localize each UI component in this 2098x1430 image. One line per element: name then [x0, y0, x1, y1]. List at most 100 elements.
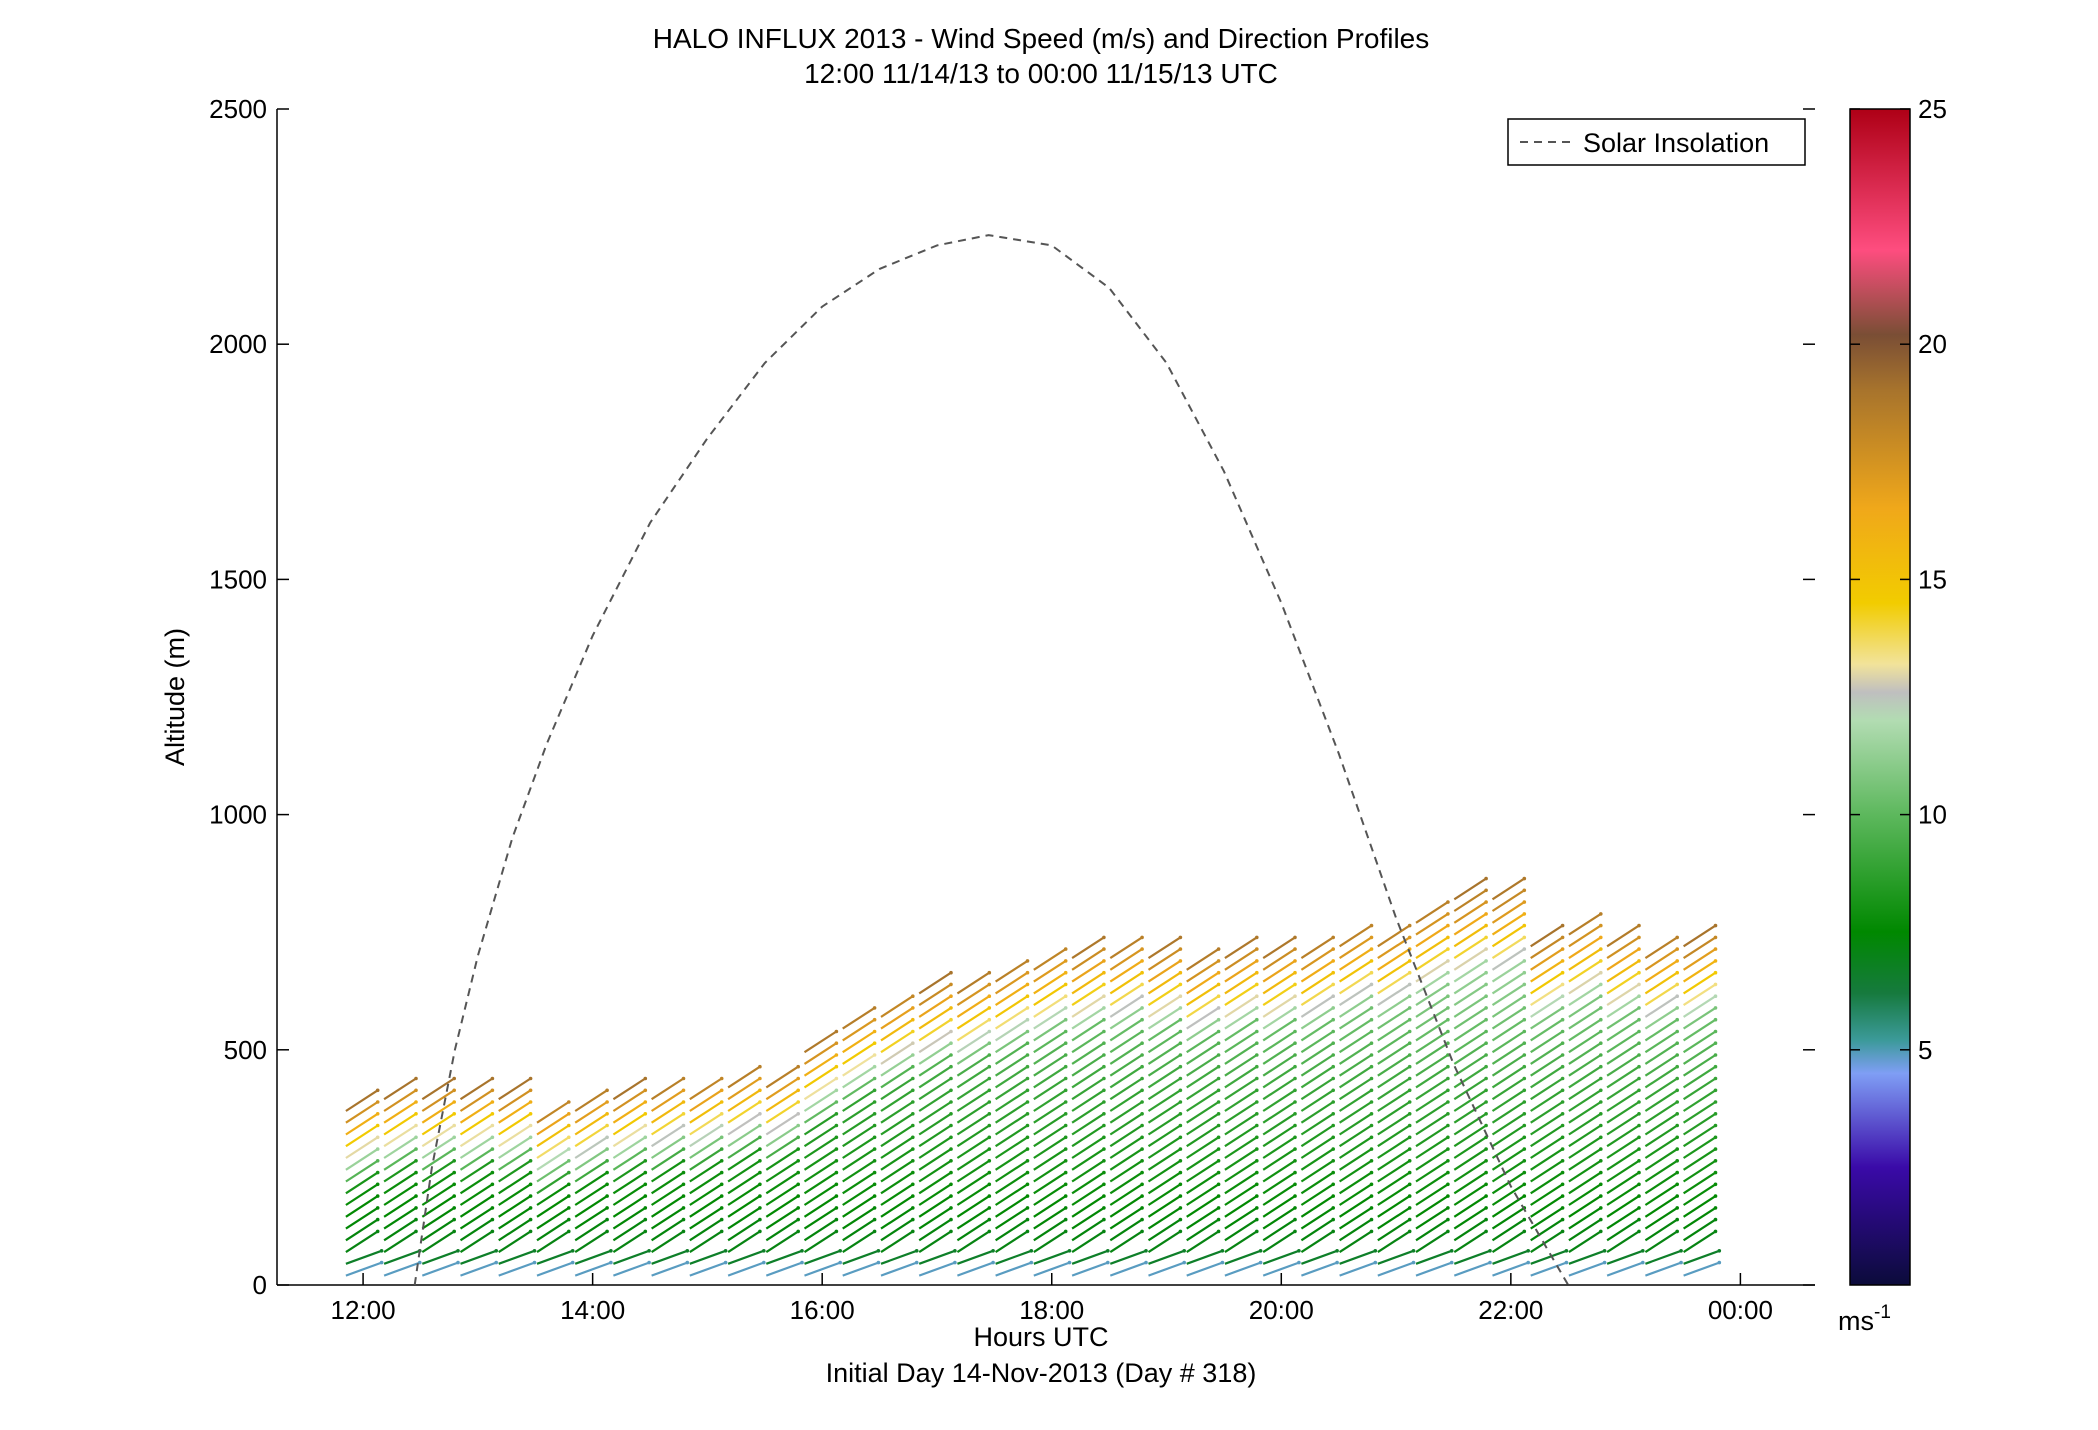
wind-barb-head — [1560, 1041, 1565, 1045]
wind-barb — [1377, 1171, 1411, 1195]
wind-barb — [995, 1249, 1032, 1265]
wind-barb — [1491, 1089, 1525, 1112]
wind-barb — [1568, 1030, 1602, 1054]
wind-barb-head — [375, 1182, 380, 1187]
wind-barb — [1147, 1195, 1181, 1218]
wind-barb — [1300, 1230, 1334, 1254]
wind-barb-head — [1449, 1249, 1454, 1253]
wind-barb — [1300, 1218, 1334, 1242]
wind-barb — [918, 1206, 952, 1230]
wind-barb-head — [1178, 994, 1183, 998]
wind-barb-head — [1484, 1147, 1488, 1151]
wind-barb — [1606, 1195, 1640, 1218]
wind-barb-head — [758, 1112, 762, 1116]
wind-barb — [880, 1101, 914, 1124]
wind-barb-head — [1560, 923, 1565, 928]
wind-barb — [1147, 1101, 1181, 1124]
wind-barb — [765, 1195, 799, 1218]
wind-barb — [1300, 1148, 1334, 1171]
wind-barb — [956, 1136, 990, 1159]
wind-barb — [689, 1261, 726, 1277]
wind-barb — [803, 1183, 837, 1206]
wind-barb — [1147, 1042, 1181, 1065]
wind-barb — [383, 1249, 421, 1265]
wind-barb-head — [838, 1249, 842, 1253]
wind-barb — [1683, 1159, 1717, 1183]
wind-barb — [1262, 1218, 1296, 1242]
wind-barb — [1071, 1054, 1105, 1077]
wind-barb — [1377, 1101, 1411, 1124]
wind-barb — [459, 1171, 493, 1195]
wind-barb-head — [1717, 1260, 1722, 1265]
wind-barb-head — [1293, 935, 1297, 940]
wind-barb — [1530, 1042, 1564, 1065]
wind-barb — [1568, 1018, 1602, 1042]
wind-barb — [918, 983, 952, 1007]
wind-barb — [498, 1206, 532, 1230]
wind-barb-head — [375, 1206, 380, 1210]
wind-barb-head — [1713, 923, 1718, 928]
wind-barb-head — [987, 1100, 992, 1104]
wind-barb-head — [1637, 1088, 1641, 1093]
wind-barb — [1415, 1206, 1449, 1230]
wind-barb — [1033, 1054, 1067, 1077]
wind-barb-head — [949, 1076, 953, 1081]
wind-barb-head — [1025, 1076, 1030, 1081]
wind-barb — [1491, 877, 1525, 901]
wind-barb-head — [1713, 1229, 1718, 1234]
wind-barb-head — [1484, 1159, 1488, 1163]
wind-barb-head — [490, 1100, 495, 1104]
wind-barb — [918, 1006, 952, 1030]
wind-barb-head — [1637, 1206, 1641, 1210]
wind-barb-head — [872, 1159, 877, 1163]
wind-barb-head — [1637, 1100, 1641, 1104]
wind-barb — [995, 1112, 1029, 1136]
wind-barb — [1453, 995, 1487, 1018]
wind-barb-head — [490, 1076, 495, 1081]
wind-barb-head — [567, 1100, 571, 1104]
wind-barb-head — [1140, 1088, 1144, 1093]
wind-barb-head — [1407, 1041, 1412, 1045]
wind-barb — [1186, 1006, 1220, 1030]
wind-barb — [727, 1171, 761, 1195]
wind-barb — [1568, 924, 1602, 948]
wind-barb — [612, 1183, 646, 1206]
wind-barb — [1377, 1065, 1411, 1089]
wind-barb — [956, 1195, 990, 1218]
wind-barb — [1300, 1206, 1334, 1230]
wind-barb — [1301, 1261, 1338, 1277]
wind-barb-head — [1637, 1159, 1641, 1163]
wind-barb — [1683, 1218, 1717, 1242]
wind-barb-head — [1407, 970, 1412, 975]
wind-barb-head — [490, 1147, 495, 1151]
wind-barb — [1453, 1112, 1487, 1136]
wind-barb — [995, 1136, 1029, 1159]
wind-barb — [651, 1089, 685, 1112]
wind-barb — [880, 1206, 914, 1230]
wind-barb — [803, 1206, 837, 1230]
wind-barb-head — [1484, 982, 1488, 987]
wind-barb — [842, 1077, 876, 1101]
wind-barb — [383, 1112, 417, 1136]
wind-barb-head — [1255, 959, 1259, 963]
wind-barb — [574, 1101, 608, 1124]
wind-barb — [880, 1065, 914, 1089]
wind-barb-head — [1560, 1088, 1565, 1093]
wind-barb-head — [949, 1123, 953, 1128]
wind-barb — [1453, 1183, 1487, 1206]
wind-barb-head — [1369, 1229, 1374, 1234]
wind-barb-head — [987, 1135, 992, 1140]
legend-entry-solar-insolation: Solar Insolation — [1583, 128, 1769, 158]
wind-barb-head — [1140, 1159, 1144, 1163]
wind-barb — [536, 1183, 570, 1206]
wind-barb — [1606, 948, 1640, 971]
wind-barb-head — [528, 1170, 533, 1175]
wind-barb-head — [1560, 1123, 1565, 1128]
wind-barb-head — [991, 1260, 995, 1265]
wind-barb — [1453, 1124, 1487, 1148]
wind-barb-head — [719, 1123, 724, 1128]
wind-barb — [689, 1249, 726, 1265]
wind-barb-head — [1063, 982, 1068, 987]
wind-barb-head — [681, 1123, 686, 1128]
wind-barb-head — [1484, 1100, 1488, 1104]
